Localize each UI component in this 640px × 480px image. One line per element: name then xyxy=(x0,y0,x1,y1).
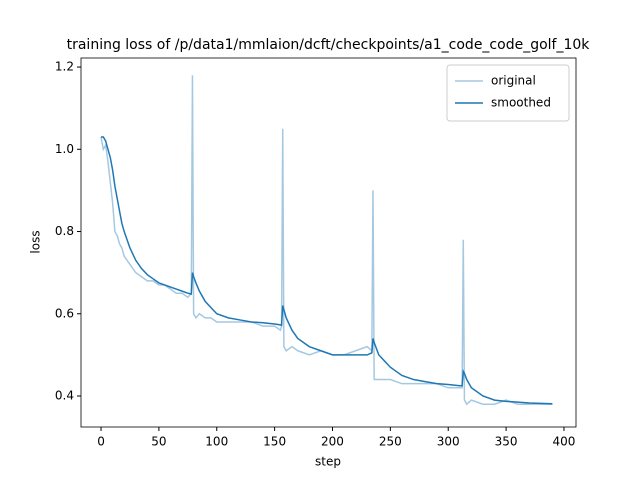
line-series xyxy=(101,136,553,405)
x-tick-label: 250 xyxy=(379,435,402,449)
legend-box xyxy=(446,64,570,122)
y-tick-label: 0.8 xyxy=(55,224,74,238)
y-tick-label: 1.0 xyxy=(55,142,74,156)
plot-frame xyxy=(80,57,577,428)
x-tick-label: 200 xyxy=(321,435,344,449)
x-tick-label: 50 xyxy=(151,435,166,449)
x-tick-label: 400 xyxy=(553,435,576,449)
y-tick-label: 1.2 xyxy=(55,60,74,74)
x-tick-label: 350 xyxy=(495,435,518,449)
x-tick-label: 150 xyxy=(263,435,286,449)
x-tick-label: 0 xyxy=(97,435,105,449)
y-axis-label: loss xyxy=(29,230,43,253)
legend-label: original xyxy=(491,74,536,88)
legend-label: smoothed xyxy=(491,96,551,110)
line-series xyxy=(100,75,553,406)
chart-title: training loss of /p/data1/mmlaion/dcft/c… xyxy=(67,37,591,53)
x-axis-label: step xyxy=(315,455,341,469)
y-tick-label: 0.4 xyxy=(55,388,74,402)
x-tick-label: 100 xyxy=(205,435,228,449)
x-tick-label: 300 xyxy=(437,435,460,449)
y-tick-label: 0.6 xyxy=(55,306,74,320)
